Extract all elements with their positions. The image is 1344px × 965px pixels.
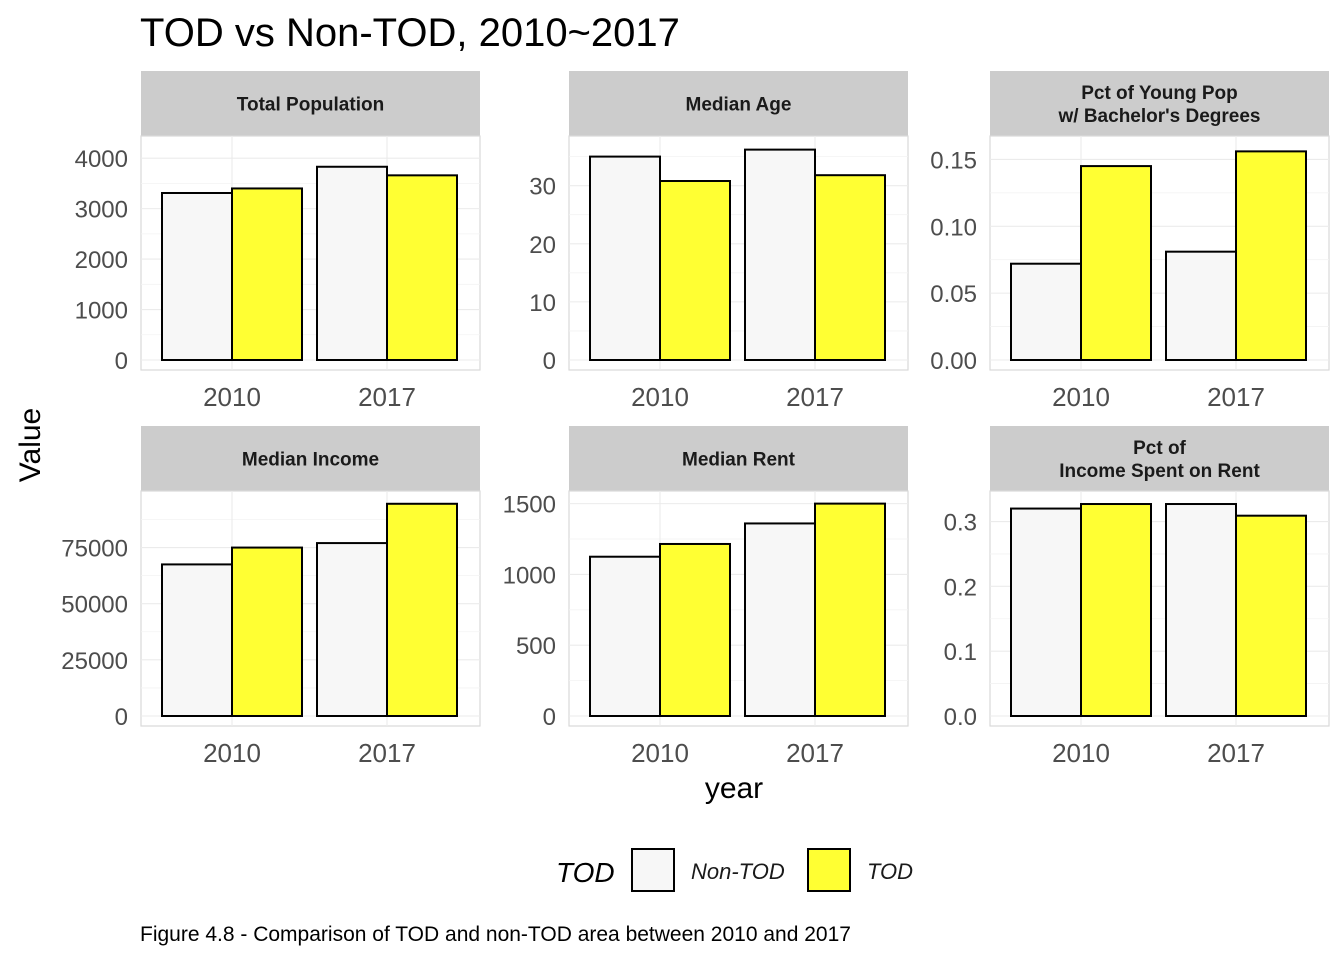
y-tick-label: 0.3: [944, 510, 977, 537]
x-tick-label: 2017: [1207, 738, 1265, 768]
x-tick-label: 2017: [358, 382, 416, 412]
x-tick-label: 2017: [358, 738, 416, 768]
bar-non-tod: [1010, 507, 1082, 717]
x-tick-label: 2017: [786, 738, 844, 768]
bar-non-tod: [589, 155, 661, 361]
bar-tod: [386, 174, 458, 361]
x-tick-label: 2010: [631, 738, 689, 768]
facet-strip-label: Median Income: [242, 450, 379, 471]
figure-caption: Figure 4.8 - Comparison of TOD and non-T…: [140, 923, 851, 946]
x-tick-label: 2010: [1052, 738, 1110, 768]
facet-strip-label: Pct of Young Pop: [1081, 83, 1238, 104]
bar-tod: [659, 180, 731, 361]
bar-tod: [1235, 150, 1307, 361]
y-tick-label: 0.1: [944, 639, 977, 666]
y-tick-label: 1500: [503, 492, 556, 519]
x-axis-title: year: [705, 772, 763, 805]
y-tick-label: 75000: [61, 536, 128, 563]
bar-non-tod: [589, 555, 661, 718]
x-tick-label: 2017: [786, 382, 844, 412]
y-tick-label: 10: [529, 290, 556, 317]
facet-strip: [141, 71, 480, 136]
x-tick-label: 2010: [203, 738, 261, 768]
bar-tod: [1080, 165, 1152, 361]
bar-non-tod: [161, 563, 233, 717]
y-tick-label: 0.00: [930, 348, 977, 375]
legend-label-tod: TOD: [867, 859, 913, 884]
facet-strip: [569, 426, 908, 491]
y-axis-title: Value: [14, 408, 47, 483]
y-tick-label: 0.0: [944, 704, 977, 731]
facet-strip-label: w/ Bachelor's Degrees: [1058, 106, 1261, 127]
x-tick-label: 2010: [1052, 382, 1110, 412]
bar-tod: [659, 542, 731, 717]
y-tick-label: 0.15: [930, 147, 977, 174]
bar-non-tod: [744, 522, 816, 718]
bar-non-tod: [744, 148, 816, 361]
x-tick-label: 2010: [631, 382, 689, 412]
y-tick-label: 0: [543, 348, 556, 375]
y-tick-label: 4000: [75, 146, 128, 173]
facet-strip: [569, 71, 908, 136]
y-tick-label: 1000: [75, 298, 128, 325]
y-tick-label: 0: [543, 704, 556, 731]
bar-tod: [814, 502, 886, 717]
bar-non-tod: [1010, 262, 1082, 361]
legend-label-non-tod: Non-TOD: [691, 859, 785, 884]
y-tick-label: 0.05: [930, 281, 977, 308]
y-tick-label: 25000: [61, 648, 128, 675]
facet-strip-label: Pct of: [1133, 438, 1186, 459]
facet-strip-label: Total Population: [237, 95, 384, 116]
facet-strip: [990, 71, 1329, 136]
bar-non-tod: [316, 165, 388, 361]
legend-title: TOD: [556, 857, 615, 888]
legend-key-tod: [807, 848, 851, 892]
chart-title: TOD vs Non-TOD, 2010~2017: [140, 11, 680, 55]
y-tick-label: 0.2: [944, 574, 977, 601]
bar-non-tod: [161, 191, 233, 361]
bar-non-tod: [1165, 250, 1237, 361]
y-tick-label: 30: [529, 174, 556, 201]
facet-strip: [990, 426, 1329, 491]
y-tick-label: 3000: [75, 197, 128, 224]
bar-non-tod: [316, 542, 388, 717]
y-tick-label: 1000: [503, 562, 556, 589]
y-tick-label: 0.10: [930, 214, 977, 241]
facet-panel: Total Population 0 1000 2000 3000 4000 2010 201…: [75, 71, 481, 412]
facet-panel: Median Age 0 10 20 30 2010 2017: [529, 71, 909, 412]
bar-tod: [231, 546, 303, 717]
y-tick-label: 0: [115, 348, 128, 375]
facet-strip-label: Median Age: [686, 95, 792, 116]
bar-tod: [814, 174, 886, 361]
facet-strip-label: Income Spent on Rent: [1059, 461, 1260, 482]
x-tick-label: 2010: [203, 382, 261, 412]
facet-panel: Median Rent 0 500 1000 1500 2010 2017: [503, 426, 909, 768]
x-tick-label: 2017: [1207, 382, 1265, 412]
facet-strip: [141, 426, 480, 491]
legend-key-non-tod: [631, 848, 675, 892]
y-tick-label: 500: [516, 633, 556, 660]
bar-tod: [386, 502, 458, 717]
bar-tod: [1080, 503, 1152, 717]
bar-tod: [1235, 514, 1307, 718]
bar-non-tod: [1165, 503, 1237, 717]
bar-tod: [231, 187, 303, 361]
y-tick-label: 20: [529, 232, 556, 259]
legend: TOD Non-TOD TOD: [556, 848, 913, 892]
y-tick-label: 0: [115, 704, 128, 731]
y-tick-label: 2000: [75, 247, 128, 274]
y-tick-label: 50000: [61, 592, 128, 619]
facet-strip-label: Median Rent: [682, 450, 796, 471]
facet-panel: Median Income 0 25000 50000 75000 2010 2017: [61, 426, 481, 768]
